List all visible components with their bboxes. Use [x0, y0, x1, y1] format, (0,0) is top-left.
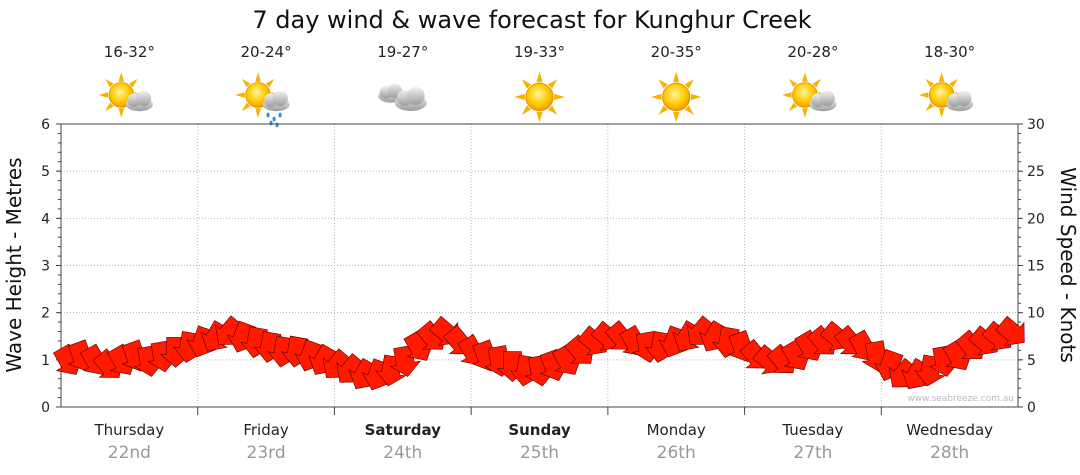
left-tick-label: 1: [41, 353, 50, 369]
day-name-label: Monday: [647, 421, 706, 439]
sun-icon: [513, 71, 566, 123]
sun-cloud-rain-icon: [234, 71, 290, 128]
day-name-label: Wednesday: [906, 421, 993, 439]
day-name-label: Tuesday: [781, 421, 843, 439]
wind-arrow: [995, 315, 1025, 346]
right-tick-label: 0: [1027, 400, 1036, 416]
day-temperature: 20-28°: [787, 43, 838, 61]
day-temperature: 20-24°: [241, 43, 292, 61]
sun-cloud-icon: [98, 71, 153, 119]
watermark: www.seabreeze.com.au: [907, 394, 1014, 404]
sun-icon: [650, 71, 702, 123]
day-date-label: 28th: [930, 443, 969, 463]
left-tick-label: 4: [41, 211, 50, 227]
sun-cloud-icon: [918, 71, 974, 119]
left-tick-label: 0: [41, 400, 50, 416]
left-tick-label: 6: [41, 117, 50, 133]
day-temperature: 20-35°: [651, 43, 702, 61]
day-temperature: 19-27°: [377, 43, 428, 61]
right-tick-label: 15: [1027, 259, 1045, 275]
wind-arrow: [389, 345, 421, 377]
day-date-label: 25th: [520, 443, 559, 463]
right-tick-label: 30: [1027, 117, 1045, 133]
day-temperature: 18-30°: [924, 43, 975, 61]
sun-cloud-icon: [781, 71, 837, 119]
chart-title: 7 day wind & wave forecast for Kunghur C…: [252, 6, 811, 34]
day-date-label: 24th: [383, 443, 422, 463]
left-axis-title: Wave Height - Metres: [2, 157, 26, 372]
day-name-label: Sunday: [508, 421, 571, 439]
day-name-label: Friday: [243, 421, 289, 439]
day-name-label: Saturday: [365, 421, 442, 439]
day-date-label: 22nd: [108, 443, 151, 463]
left-tick-label: 5: [41, 164, 50, 180]
day-date-label: 27th: [793, 443, 832, 463]
right-tick-label: 5: [1027, 353, 1036, 369]
day-date-label: 23rd: [247, 443, 286, 463]
day-date-label: 26th: [657, 443, 696, 463]
day-temperature: 19-33°: [514, 43, 565, 61]
left-tick-label: 2: [41, 306, 50, 322]
right-tick-label: 25: [1027, 164, 1045, 180]
day-temperature: 16-32°: [104, 43, 155, 61]
cloud-icon: [377, 83, 427, 111]
left-tick-label: 3: [41, 259, 50, 275]
right-tick-label: 10: [1027, 306, 1045, 322]
right-tick-label: 20: [1027, 211, 1045, 227]
day-name-label: Thursday: [93, 421, 164, 439]
right-axis-title: Wind Speed - Knots: [1056, 167, 1080, 363]
